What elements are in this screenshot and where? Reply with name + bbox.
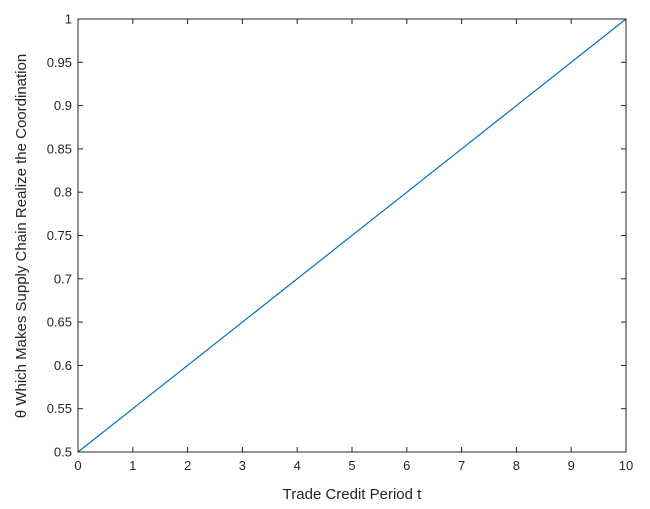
y-tick-label: 0.85 bbox=[47, 141, 72, 156]
x-tick-label: 3 bbox=[239, 458, 246, 473]
y-tick-label: 0.95 bbox=[47, 55, 72, 70]
ticks-layer: 0 1 2 3 4 5 6 7 8 9 10 0.5 0.55 0.6 0.65 0.7 0.75 0.8 0.85… bbox=[47, 12, 634, 474]
y-tick-label: 0.5 bbox=[54, 445, 72, 460]
y-tick-label: 0.65 bbox=[47, 315, 72, 330]
x-tick-label: 6 bbox=[403, 458, 410, 473]
y-tick-label: 0.7 bbox=[54, 271, 72, 286]
y-tick-label: 1 bbox=[65, 12, 72, 27]
plot-area-frame bbox=[77, 18, 627, 453]
x-tick-label: 10 bbox=[619, 458, 633, 473]
x-tick-label: 1 bbox=[129, 458, 136, 473]
y-axis-title: θ Which Makes Supply Chain Realize the C… bbox=[13, 54, 30, 418]
x-tick-label: 0 bbox=[74, 458, 81, 473]
x-tick-label: 9 bbox=[568, 458, 575, 473]
y-tick-label: 0.6 bbox=[54, 358, 72, 373]
x-tick-label: 5 bbox=[348, 458, 355, 473]
y-tick-label: 0.75 bbox=[47, 228, 72, 243]
y-tick-label: 0.8 bbox=[54, 185, 72, 200]
x-tick-label: 7 bbox=[458, 458, 465, 473]
y-tick-label: 0.9 bbox=[54, 98, 72, 113]
x-tick-label: 8 bbox=[513, 458, 520, 473]
series-layer bbox=[77, 18, 627, 453]
y-tick-label: 0.55 bbox=[47, 401, 72, 416]
x-tick-label: 4 bbox=[294, 458, 301, 473]
x-axis-title: Trade Credit Period t bbox=[283, 486, 423, 503]
x-tick-label: 2 bbox=[184, 458, 191, 473]
series-line-0 bbox=[77, 18, 627, 453]
